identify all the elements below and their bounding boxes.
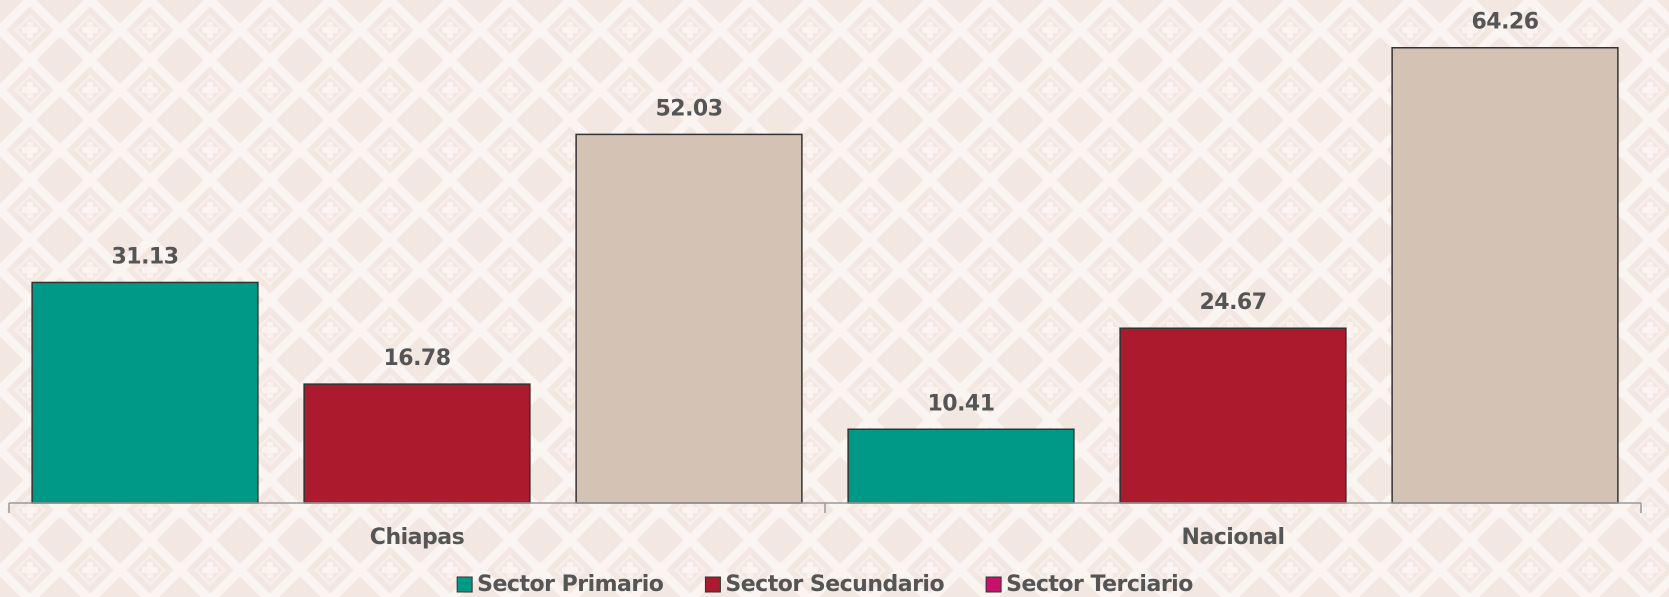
value-label: 52.03 <box>655 96 722 121</box>
legend-swatch <box>985 576 1002 593</box>
bar <box>303 383 531 504</box>
value-label: 16.78 <box>383 346 450 371</box>
legend-label: Sector Primario <box>477 572 664 597</box>
legend-label: Sector Terciario <box>1006 572 1193 597</box>
bar <box>1119 327 1347 504</box>
bar <box>847 428 1075 504</box>
value-label: 10.41 <box>927 391 994 416</box>
value-label: 31.13 <box>111 244 178 269</box>
x-tick-label: Nacional <box>1181 525 1284 550</box>
legend-swatch <box>704 576 721 593</box>
legend-label: Sector Secundario <box>725 572 944 597</box>
value-label: 24.67 <box>1199 290 1266 315</box>
bar <box>575 133 803 504</box>
bar <box>31 281 259 504</box>
legend-swatch <box>456 576 473 593</box>
value-label: 64.26 <box>1471 10 1538 35</box>
bar <box>1391 46 1619 504</box>
x-tick-label: Chiapas <box>370 525 465 550</box>
